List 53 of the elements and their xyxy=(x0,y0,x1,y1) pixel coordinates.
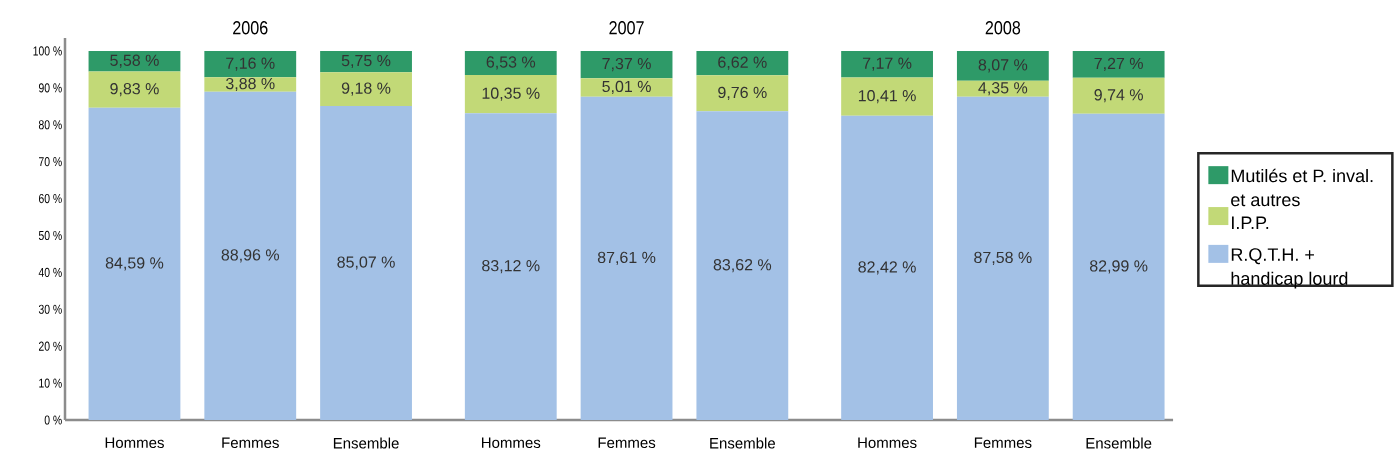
x-tick-label: Femmes xyxy=(222,437,279,448)
data-label: 4,35 % xyxy=(978,82,1028,96)
x-tick-label: Hommes xyxy=(481,437,541,448)
data-label: 85,07 % xyxy=(337,256,395,270)
y-tick-label: 40 % xyxy=(38,267,62,277)
y-tick-label: 60 % xyxy=(39,193,62,204)
data-label: 6,53 % xyxy=(486,56,536,70)
data-label: 87,58 % xyxy=(974,251,1032,265)
legend-label: I.P.P. xyxy=(1232,216,1269,229)
y-tick-label: 80 % xyxy=(38,120,62,130)
x-tick-label: Femmes xyxy=(974,437,1032,448)
x-tick-label: Femmes xyxy=(598,437,656,448)
data-label: 9,74 % xyxy=(1094,89,1143,103)
y-tick-label: 30 % xyxy=(38,304,62,314)
text: 2006 xyxy=(233,21,268,35)
data-label: 82,42 % xyxy=(858,261,916,275)
data-label: 83,12 % xyxy=(482,260,540,274)
data-label: 6,62 % xyxy=(718,56,767,70)
y-tick-label: 50 % xyxy=(38,230,62,241)
y-tick-label: 70 % xyxy=(39,157,62,167)
data-label: 10,41 % xyxy=(858,89,916,104)
legend-label: Mutilés et P. inval. et autres xyxy=(1231,168,1373,207)
data-label: 10,35 % xyxy=(482,87,540,101)
x-tick-label: Ensemble xyxy=(1086,437,1152,449)
y-tick-label: 0 % xyxy=(44,415,62,425)
data-label: 8,07 % xyxy=(978,59,1028,73)
x-tick-label: Hommes xyxy=(858,437,917,448)
text: 2008 xyxy=(985,21,1021,35)
data-label: 7,27 % xyxy=(1094,57,1143,71)
legend-label: R.Q.T.H. + handicap lourd xyxy=(1231,248,1348,289)
data-label: 7,17 % xyxy=(862,57,912,71)
data-label: 9,83 % xyxy=(110,83,159,97)
data-label: 7,16 % xyxy=(226,57,275,71)
data-label: 3,88 % xyxy=(225,77,275,92)
data-label: 5,01 % xyxy=(602,80,651,94)
y-tick-label: 100 % xyxy=(33,46,62,56)
data-label: 5,58 % xyxy=(110,54,159,68)
x-tick-label: Hommes xyxy=(105,437,164,448)
data-label: 88,96 % xyxy=(221,249,280,263)
x-tick-label: Ensemble xyxy=(710,437,776,449)
y-tick-label: 10 % xyxy=(39,378,62,388)
data-label: 84,59 % xyxy=(105,257,164,271)
data-label: 5,75 % xyxy=(341,54,391,69)
data-label: 9,76 % xyxy=(718,86,767,100)
data-label: 9,18 % xyxy=(341,82,391,96)
data-label: 82,99 % xyxy=(1089,260,1148,274)
x-tick-label: Ensemble xyxy=(333,437,399,449)
data-label: 7,37 % xyxy=(602,57,651,72)
text: 2007 xyxy=(609,21,644,35)
y-tick-label: 20 % xyxy=(38,341,62,351)
data-label: 83,62 % xyxy=(713,259,772,273)
data-label: 87,61 % xyxy=(597,251,656,265)
y-tick-label: 90 % xyxy=(38,83,62,93)
